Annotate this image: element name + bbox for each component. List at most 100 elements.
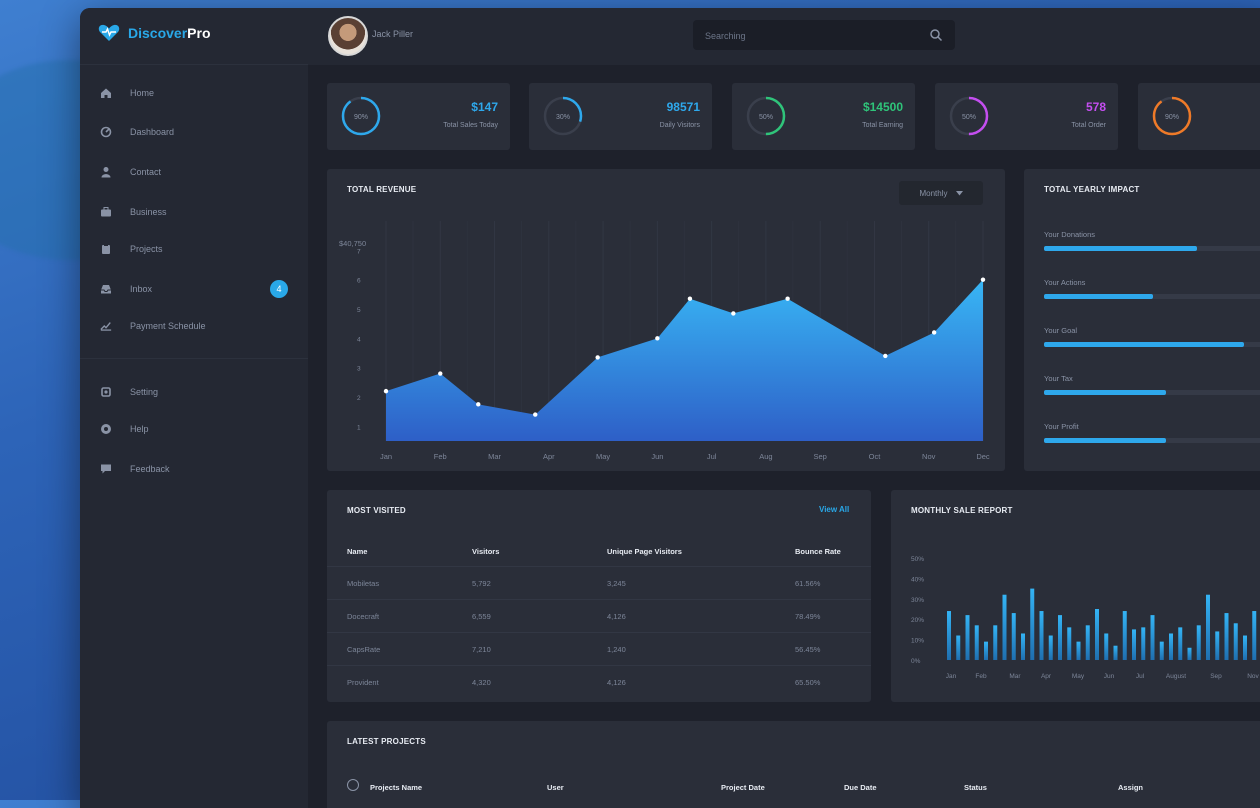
dashboard-icon <box>100 126 112 138</box>
sidebar-item-contact[interactable]: Contact <box>100 162 161 182</box>
most-visited-table: Name Visitors Unique Page Visitors Bounc… <box>327 536 871 698</box>
data-point <box>883 353 888 359</box>
select-all-checkbox[interactable] <box>347 779 359 791</box>
caret-down-icon <box>955 189 963 198</box>
sidebar-item-home[interactable]: Home <box>100 83 154 103</box>
sidebar-item-feedback[interactable]: Feedback <box>100 459 170 479</box>
app-window: DiscoverPro Home Dashboard Contact Busin… <box>80 8 1260 808</box>
search-input[interactable] <box>703 20 917 52</box>
payment-icon <box>100 320 112 332</box>
data-point <box>731 311 736 316</box>
bar <box>1067 627 1072 660</box>
bar <box>1132 629 1136 660</box>
bar <box>1085 625 1090 660</box>
stat-card: 50% $14500 Total Earning <box>732 83 915 150</box>
x-tick-label: Jul <box>707 452 717 461</box>
x-tick-label: Sep <box>814 452 827 461</box>
stat-label: Total Earning <box>862 122 903 129</box>
divider <box>80 64 308 65</box>
impact-progress-track <box>1044 438 1260 443</box>
bar <box>1011 613 1016 660</box>
ring-fill <box>1152 96 1192 136</box>
table-cell: 1,240 <box>587 632 775 666</box>
x-tick-label: May <box>596 452 610 461</box>
sidebar-item-business[interactable]: Business <box>100 202 167 222</box>
table-cell: 61.56% <box>775 566 871 600</box>
contact-icon <box>100 166 112 178</box>
user-name: Jack Piller <box>372 29 414 39</box>
sidebar-item-payment-schedule[interactable]: Payment Schedule <box>100 316 206 336</box>
impact-label: Your Actions <box>1044 278 1086 287</box>
view-all-link[interactable]: View All <box>819 505 850 514</box>
ring-percent: 50% <box>759 114 773 121</box>
stat-card: 50% 578 Total Order <box>935 83 1118 150</box>
period-dropdown[interactable]: Monthly <box>899 181 983 205</box>
progress-ring: 90% <box>341 96 381 136</box>
latest-projects-card: LATEST PROJECTS Projects Name User Proje… <box>327 721 1260 808</box>
table-cell: 3,245 <box>587 566 775 600</box>
impact-progress-fill <box>1044 294 1154 299</box>
bar <box>1252 611 1257 660</box>
sidebar-item-projects[interactable]: Projects <box>100 239 163 259</box>
table-row[interactable]: Mobiletas 5,792 3,245 61.56% <box>327 566 871 600</box>
ring-percent: 30% <box>556 114 570 121</box>
card-title: MONTHLY SALE REPORT <box>911 506 1013 515</box>
stat-value: 578 <box>1085 100 1106 114</box>
y-tick-label: 4 <box>357 336 361 343</box>
feedback-icon <box>100 463 112 475</box>
impact-row: Your Goal <box>1044 326 1260 347</box>
sidebar-item-label: Payment Schedule <box>130 321 206 331</box>
sidebar: DiscoverPro Home Dashboard Contact Busin… <box>80 8 308 808</box>
x-tick-label: Sep <box>1210 673 1222 680</box>
x-tick-label: Jul <box>1136 673 1145 680</box>
card-title: TOTAL REVENUE <box>347 185 417 194</box>
bar <box>1095 609 1099 660</box>
sidebar-item-help[interactable]: Help <box>100 419 149 439</box>
bar <box>1076 641 1081 660</box>
table-row[interactable]: CapsRate 7,210 1,240 56.45% <box>327 632 871 666</box>
bar <box>1122 611 1127 660</box>
x-tick-label: August <box>1166 673 1186 680</box>
search-box <box>693 20 955 52</box>
brand-logo[interactable]: DiscoverPro <box>98 24 211 42</box>
sidebar-item-label: Dashboard <box>130 127 175 137</box>
column-header: Status <box>964 783 987 792</box>
bar <box>965 615 970 660</box>
x-tick-label: Oct <box>869 452 882 461</box>
stat-card: 30% 98571 Daily Visitors <box>529 83 712 150</box>
sidebar-item-label: Contact <box>130 167 162 177</box>
monthly-sale-report-card: MONTHLY SALE REPORT 50% 40% 30% 20% 10% 0% Jan… <box>891 490 1260 702</box>
sidebar-item-setting[interactable]: Setting <box>100 382 158 402</box>
table-cell: Mobiletas <box>327 566 452 600</box>
y-tick-label: 3 <box>357 366 361 373</box>
card-title: MOST VISITED <box>347 506 406 515</box>
x-tick-label: Feb <box>434 452 447 461</box>
table-row[interactable]: Provident 4,320 4,126 65.50% <box>327 665 871 698</box>
x-tick-label: Apr <box>1041 673 1052 680</box>
table-cell: 56.45% <box>775 632 871 666</box>
table-cell: 78.49% <box>775 599 871 633</box>
sidebar-item-label: Setting <box>130 387 159 397</box>
y-tick-label: 5 <box>357 307 361 314</box>
stat-value: $14500 <box>862 100 903 114</box>
sidebar-item-inbox[interactable]: Inbox <box>100 279 152 299</box>
y-tick-label: 2 <box>357 395 361 402</box>
stat-card: 90% <box>1138 83 1260 150</box>
sidebar-item-label: Home <box>130 88 155 98</box>
x-tick-label: Jan <box>946 673 957 680</box>
column-header: Unique Page Visitors <box>607 546 682 556</box>
heart-logo-icon <box>98 24 120 41</box>
ring-fill <box>949 96 989 136</box>
table-cell: 4,126 <box>587 665 775 698</box>
search-icon[interactable] <box>929 28 943 47</box>
data-point <box>438 371 443 376</box>
bar <box>1159 641 1164 660</box>
table-row[interactable]: Docecraft 6,559 4,126 78.49% <box>327 599 871 633</box>
yearly-impact-card: TOTAL YEARLY IMPACT Your Donations Your A… <box>1024 169 1260 471</box>
column-header: Visitors <box>472 546 500 556</box>
bar <box>1113 645 1118 660</box>
avatar[interactable] <box>328 16 368 56</box>
sidebar-item-dashboard[interactable]: Dashboard <box>100 122 174 142</box>
card-title: TOTAL YEARLY IMPACT <box>1044 185 1140 194</box>
